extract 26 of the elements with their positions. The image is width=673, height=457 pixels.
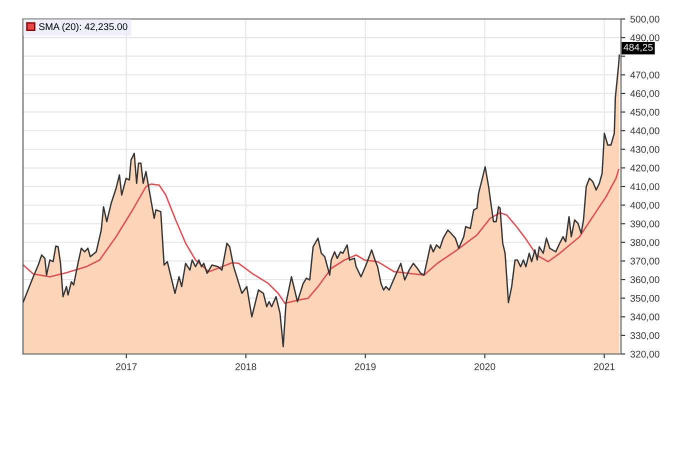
line-series <box>23 169 620 304</box>
y-tick-label: 330,00 <box>630 332 660 340</box>
y-tick-label: 450,00 <box>630 108 660 117</box>
y-tick-label: 320,00 <box>630 350 660 359</box>
y-tick-label: 340,00 <box>630 314 660 322</box>
x-tick-label: 2019 <box>354 363 376 370</box>
x-tick-label: 2020 <box>474 363 496 370</box>
y-tick-label: 440,00 <box>630 127 660 136</box>
y-tick-label: 430,00 <box>630 146 660 154</box>
y-tick-label: 410,00 <box>630 183 660 192</box>
legend-label: SMA (20): 42,235.00 <box>39 22 128 32</box>
y-tick-label: 370,00 <box>630 258 660 266</box>
y-tick-label: 390,00 <box>630 220 660 228</box>
x-tick-label: 2017 <box>116 363 137 370</box>
y-tick-label: 500,00 <box>630 16 660 24</box>
y-tick-label: 400,00 <box>630 202 660 210</box>
y-tick-label: 380,00 <box>630 239 660 248</box>
text: 484,25 <box>624 44 653 52</box>
y-tick-label: 460,00 <box>630 90 660 98</box>
y-tick-label: 360,00 <box>630 276 660 284</box>
x-tick-label: 2021 <box>594 363 615 370</box>
y-tick-label: 420,00 <box>630 164 660 173</box>
y-tick-label: 470,00 <box>630 72 660 80</box>
x-tick-label: 2018 <box>236 363 256 370</box>
y-tick-label: 490,00 <box>630 34 660 42</box>
y-tick-label: 350,00 <box>630 294 660 303</box>
